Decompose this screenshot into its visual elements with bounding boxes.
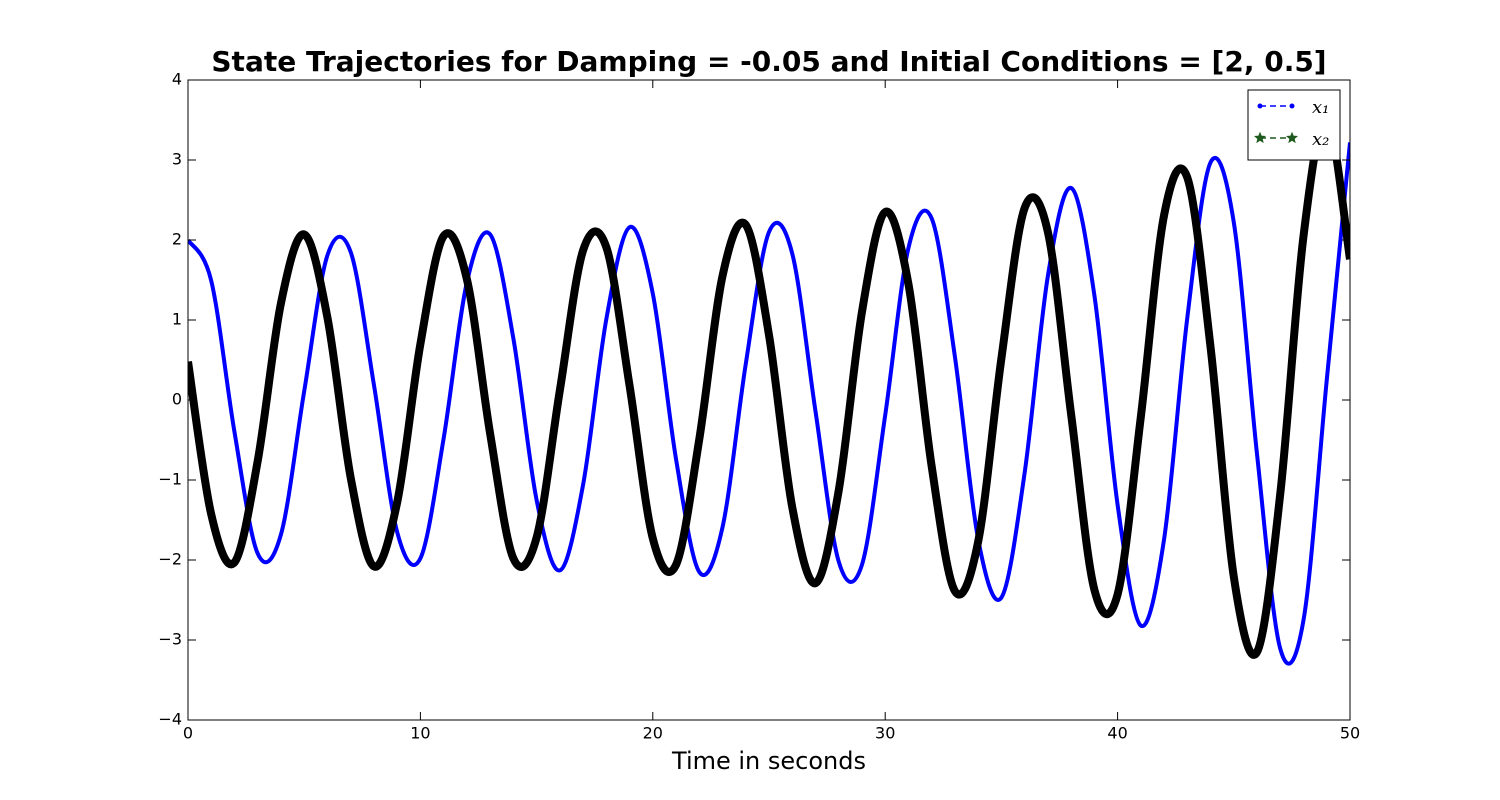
legend-label: x₁ xyxy=(1312,97,1329,118)
x-tick-label: 20 xyxy=(643,724,663,743)
y-tick-label: 0 xyxy=(172,390,182,409)
y-tick-label: −3 xyxy=(158,630,182,649)
x-tick-label: 0 xyxy=(183,724,193,743)
series-line xyxy=(188,113,1350,659)
y-tick-label: −2 xyxy=(158,550,182,569)
x-tick-label: 10 xyxy=(410,724,430,743)
legend-marker xyxy=(1289,103,1295,109)
legend-marker xyxy=(1253,131,1267,144)
legend-label: x₂ xyxy=(1312,129,1329,150)
chart-title: State Trajectories for Damping = -0.05 a… xyxy=(211,45,1326,78)
x-tick-label: 30 xyxy=(875,724,895,743)
x-tick-label: 50 xyxy=(1340,724,1360,743)
y-tick-label: −4 xyxy=(158,710,182,729)
x-tick-label: 40 xyxy=(1107,724,1127,743)
y-tick-label: −1 xyxy=(158,470,182,489)
legend-box xyxy=(1247,89,1341,161)
x-axis-label: Time in seconds xyxy=(671,747,866,775)
legend-marker xyxy=(1285,131,1299,144)
legend-marker xyxy=(1257,103,1263,109)
y-tick-label: 1 xyxy=(172,310,182,329)
y-tick-label: 3 xyxy=(172,150,182,169)
y-tick-label: 2 xyxy=(172,230,182,249)
legend: x₁ x₂ xyxy=(1247,89,1341,161)
series-line xyxy=(188,142,1350,666)
y-tick-label: 4 xyxy=(172,70,182,89)
